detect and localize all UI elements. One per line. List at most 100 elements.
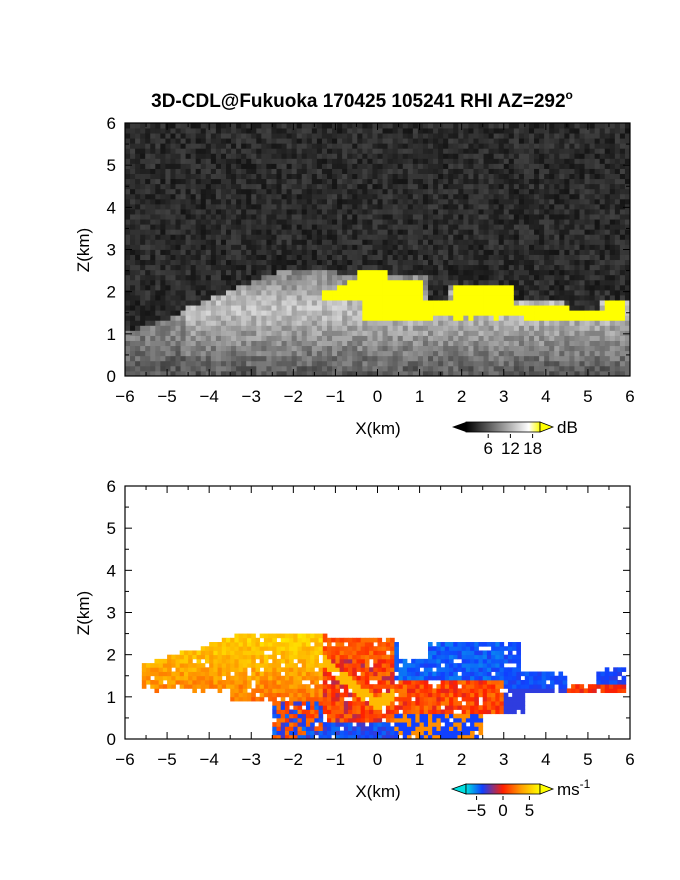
heatmap-cell — [534, 198, 540, 205]
heatmap-cell — [145, 340, 151, 347]
heatmap-cell — [160, 153, 166, 159]
heatmap-cell — [180, 284, 186, 291]
heatmap-cell — [266, 198, 272, 205]
heatmap-cell — [286, 163, 293, 169]
heatmap-cell — [185, 360, 192, 367]
heatmap-cell — [468, 234, 474, 240]
heatmap-cell — [377, 138, 383, 144]
heatmap-cell — [498, 325, 505, 331]
heatmap-cell — [488, 173, 495, 180]
heatmap-cell — [337, 203, 343, 210]
heatmap-cell — [518, 370, 525, 377]
heatmap-cell — [185, 209, 192, 215]
heatmap-cell — [205, 340, 212, 347]
heatmap-cell — [231, 360, 237, 367]
heatmap-cell — [175, 173, 181, 180]
heatmap-cell — [210, 264, 217, 271]
heatmap-cell — [554, 254, 560, 261]
heatmap-cell — [518, 289, 525, 296]
heatmap-cell — [155, 249, 161, 255]
heatmap-cell — [624, 325, 631, 331]
heatmap-cell — [529, 300, 535, 306]
heatmap-cell — [342, 198, 348, 205]
heatmap-cell — [579, 133, 585, 139]
heatmap-cell — [498, 340, 505, 347]
heatmap-cell — [422, 244, 429, 250]
heatmap-cell — [412, 305, 419, 311]
heatmap-cell — [417, 203, 424, 210]
heatmap-cell — [155, 254, 161, 261]
heatmap-cell — [332, 365, 338, 372]
heatmap-cell — [236, 295, 242, 301]
heatmap-cell — [529, 178, 535, 185]
heatmap-cell — [554, 310, 560, 316]
heatmap-cell — [428, 203, 434, 210]
heatmap-cell — [185, 229, 192, 235]
heatmap-cell — [443, 259, 449, 266]
heatmap-cell — [402, 193, 409, 200]
heatmap-cell — [306, 325, 313, 331]
heatmap-cell — [140, 365, 146, 372]
heatmap-cell — [468, 320, 474, 326]
heatmap-cell — [135, 335, 141, 341]
heatmap-cell — [226, 188, 232, 195]
heatmap-cell — [458, 219, 464, 225]
heatmap-cell — [291, 143, 298, 149]
heatmap-cell — [200, 198, 207, 205]
heatmap-cell — [609, 254, 616, 261]
heatmap-cell — [286, 234, 293, 240]
heatmap-cell — [614, 330, 621, 336]
heatmap-cell — [523, 183, 530, 190]
heatmap-cell — [140, 300, 146, 306]
heatmap-cell — [473, 123, 479, 129]
heatmap-cell — [231, 163, 237, 169]
heatmap-cell — [190, 203, 197, 210]
heatmap-cell — [135, 274, 141, 281]
heatmap-cell — [503, 244, 510, 250]
heatmap-cell — [306, 203, 313, 210]
heatmap-cell — [508, 148, 515, 154]
heatmap-cell — [281, 330, 287, 336]
heatmap-cell — [508, 128, 515, 134]
heatmap-cell — [428, 183, 434, 190]
heatmap-cell — [443, 305, 449, 311]
heatmap-cell — [448, 335, 454, 341]
heatmap-cell — [130, 234, 136, 240]
heatmap-cell — [296, 264, 303, 271]
heatmap-cell — [478, 325, 484, 331]
heatmap-cell — [367, 274, 373, 281]
heatmap-cell — [478, 300, 484, 306]
heatmap-cell — [428, 128, 434, 134]
heatmap-cell — [523, 279, 530, 286]
heatmap-cell — [559, 193, 565, 200]
heatmap-cell — [261, 203, 267, 210]
heatmap-cell — [367, 295, 373, 301]
heatmap-cell — [488, 254, 495, 261]
heatmap-cell — [276, 188, 282, 195]
heatmap-cell — [246, 229, 252, 235]
heatmap-cell — [609, 203, 616, 210]
heatmap-cell — [311, 168, 318, 174]
reflectivity-cells — [125, 123, 631, 377]
heatmap-cell — [614, 269, 621, 276]
heatmap-cell — [220, 320, 227, 326]
heatmap-cell — [534, 123, 540, 129]
heatmap-cell — [407, 224, 414, 230]
heatmap-cell — [130, 188, 136, 195]
heatmap-cell — [261, 214, 267, 220]
heatmap-cell — [231, 330, 237, 336]
heatmap-cell — [316, 284, 323, 291]
heatmap-cell — [584, 229, 590, 235]
heatmap-cell — [554, 269, 560, 276]
heatmap-cell — [544, 158, 550, 164]
heatmap-cell — [301, 269, 308, 276]
heatmap-cell — [200, 143, 207, 149]
heatmap-cell — [498, 259, 505, 266]
heatmap-cell — [190, 229, 197, 235]
heatmap-cell — [453, 350, 459, 357]
heatmap-cell — [579, 355, 585, 362]
heatmap-cell — [534, 138, 540, 144]
heatmap-cell — [402, 244, 409, 250]
heatmap-cell — [367, 209, 373, 215]
heatmap-cell — [407, 310, 414, 316]
